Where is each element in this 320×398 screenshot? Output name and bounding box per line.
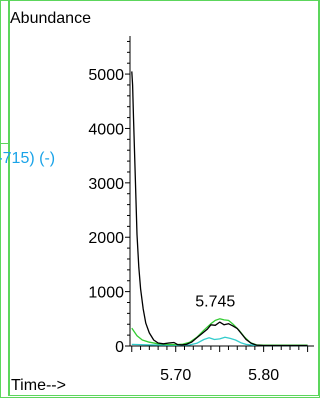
x-axis-label: Time--> [11,377,66,394]
axes: 0 1000 2000 3000 4000 5000 5.70 5.80 [88,36,314,384]
y-tick-label: 2000 [88,230,124,247]
y-tick-label: 0 [115,339,124,356]
y-tick-label: 1000 [88,285,124,302]
series-group [131,71,308,347]
y-tick-label: 4000 [88,121,124,138]
peak-annotation: 5.745 [195,293,235,310]
annotations: 5.745 [195,293,235,310]
x-tick-label: 5.70 [160,367,191,384]
side-panel-frame [0,143,10,396]
truncated-ion-label: (-715) (-) [0,150,56,167]
y-tick-label: 3000 [88,176,124,193]
x-tick-label: 5.80 [248,367,279,384]
y-axis-label: Abundance [10,10,91,27]
series-line-0 [131,71,308,347]
y-tick-label: 5000 [88,67,124,84]
chart-frame [8,0,319,396]
